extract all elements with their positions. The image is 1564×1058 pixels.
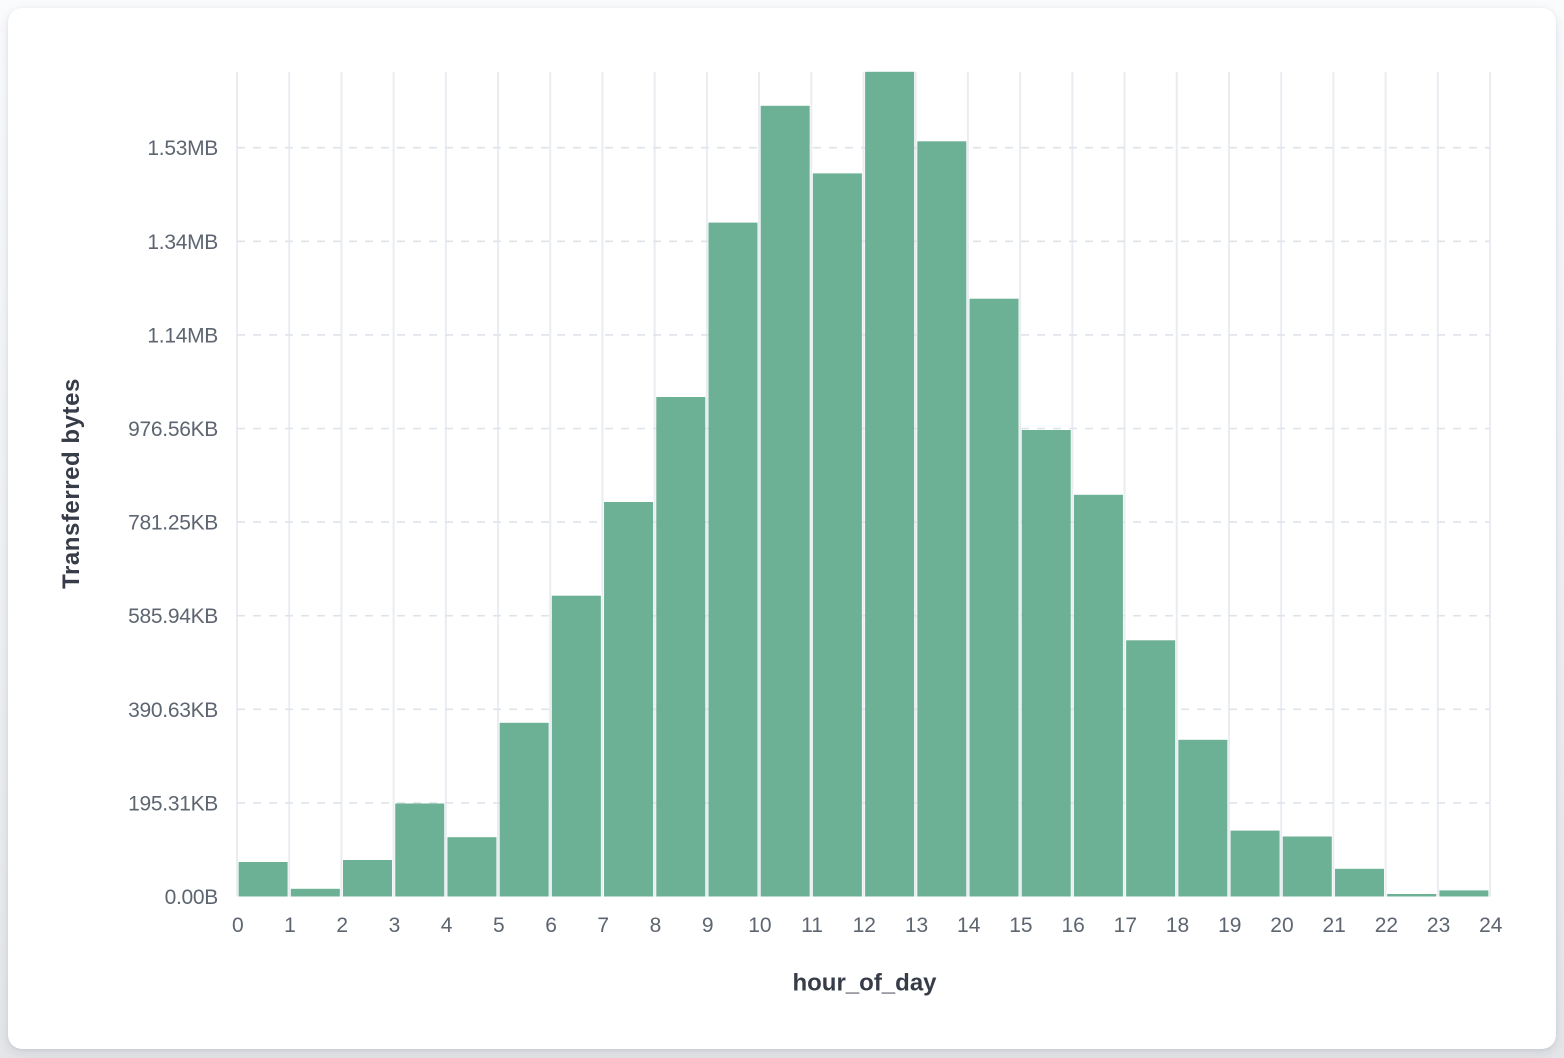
svg-text:585.94KB: 585.94KB <box>128 605 218 628</box>
svg-text:195.31KB: 195.31KB <box>128 792 218 815</box>
svg-text:1: 1 <box>284 914 296 937</box>
svg-text:12: 12 <box>853 914 876 937</box>
svg-text:10: 10 <box>748 914 771 937</box>
svg-text:976.56KB: 976.56KB <box>128 418 218 441</box>
svg-text:19: 19 <box>1218 914 1241 937</box>
svg-text:6: 6 <box>545 914 557 937</box>
svg-text:21: 21 <box>1322 914 1345 937</box>
svg-text:5: 5 <box>493 914 505 937</box>
svg-text:1.34MB: 1.34MB <box>147 231 218 254</box>
svg-text:14: 14 <box>957 914 981 937</box>
svg-text:18: 18 <box>1166 914 1189 937</box>
svg-text:3: 3 <box>389 914 401 937</box>
svg-text:1.53MB: 1.53MB <box>147 137 218 160</box>
svg-text:11: 11 <box>801 914 823 937</box>
svg-text:781.25KB: 781.25KB <box>128 512 218 535</box>
svg-text:16: 16 <box>1061 914 1084 937</box>
svg-text:0: 0 <box>232 914 244 937</box>
svg-text:390.63KB: 390.63KB <box>128 699 218 722</box>
svg-text:23: 23 <box>1427 914 1450 937</box>
svg-text:2: 2 <box>336 914 348 937</box>
svg-text:Transferred bytes: Transferred bytes <box>58 378 85 589</box>
svg-text:9: 9 <box>702 914 714 937</box>
svg-text:20: 20 <box>1270 914 1293 937</box>
svg-text:17: 17 <box>1114 914 1137 937</box>
svg-text:15: 15 <box>1009 914 1032 937</box>
svg-text:0.00B: 0.00B <box>165 886 218 909</box>
svg-text:4: 4 <box>441 914 453 937</box>
svg-text:13: 13 <box>905 914 928 937</box>
svg-text:1.14MB: 1.14MB <box>147 324 218 347</box>
svg-text:22: 22 <box>1375 914 1398 937</box>
svg-text:7: 7 <box>597 914 609 937</box>
svg-text:hour_of_day: hour_of_day <box>792 970 937 997</box>
svg-text:8: 8 <box>650 914 662 937</box>
svg-text:24: 24 <box>1479 914 1503 937</box>
